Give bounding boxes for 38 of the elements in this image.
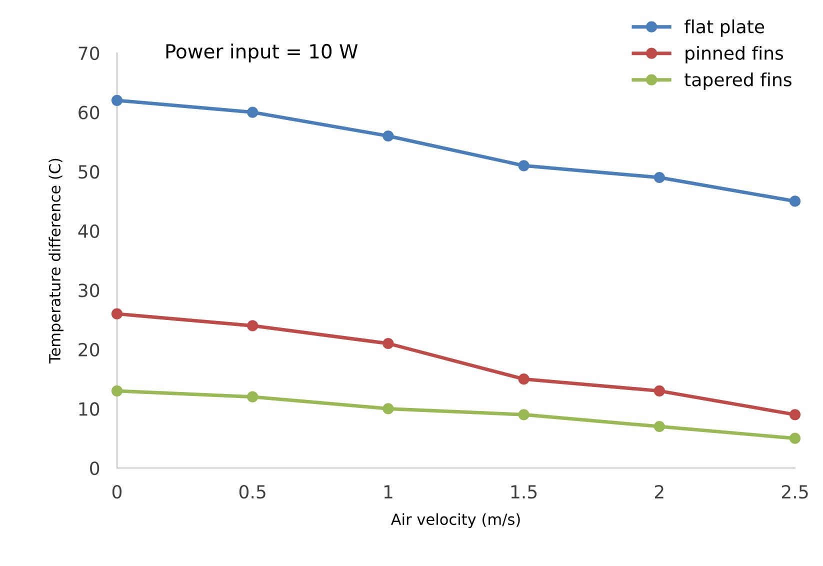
point (789, 432, 801, 444)
x-tick-label: 2.5 (782, 484, 808, 499)
y-tick-label: 0 (90, 461, 100, 476)
x-tick-label: 2 (654, 484, 664, 498)
point (789, 196, 801, 207)
point (518, 409, 530, 420)
point (247, 391, 258, 402)
point (518, 160, 530, 172)
y-tick-label: 40 (78, 224, 100, 238)
point (654, 172, 665, 184)
y-tick-label: 60 (78, 106, 100, 120)
x-axis-title: Air velocity (m/s) (390, 513, 520, 528)
point (382, 403, 394, 414)
point (111, 385, 123, 396)
point (247, 106, 258, 118)
point (789, 409, 801, 420)
point (518, 374, 530, 385)
y-tick-label: 20 (78, 342, 100, 357)
point (247, 320, 258, 332)
point (111, 308, 123, 320)
legend-label: tapered fins (684, 72, 792, 90)
legend-label: flat plate (684, 19, 764, 37)
y-tick-label: 10 (79, 402, 100, 416)
point (111, 94, 123, 106)
x-tick-label: 0 (112, 484, 122, 499)
y-tick-label: 30 (78, 284, 100, 298)
y-axis-title: Temperature difference (C) (48, 158, 64, 364)
point (382, 338, 394, 350)
y-tick-label: 70 (78, 46, 100, 60)
x-tick-label: 1 (384, 485, 392, 498)
point (654, 420, 665, 432)
point (382, 130, 394, 142)
legend-label: pinned fins (686, 46, 784, 64)
x-tick-label: 0.5 (239, 484, 266, 499)
point (654, 385, 665, 396)
y-tick-label: 50 (78, 165, 100, 179)
annotation: Power input = 10 W (166, 44, 358, 62)
x-tick-label: 1.5 (511, 485, 537, 499)
